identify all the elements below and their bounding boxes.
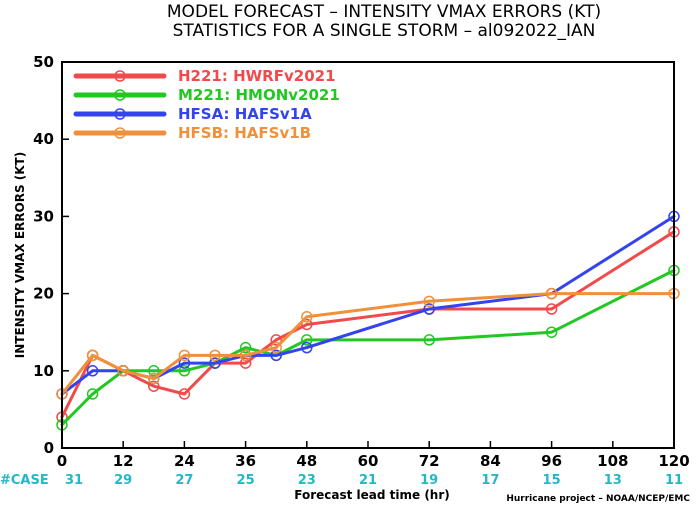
data-point-hfsa bbox=[209, 357, 221, 369]
data-point-m221 bbox=[148, 365, 160, 377]
case-label: #CASE bbox=[0, 473, 49, 488]
data-point-hfsb bbox=[239, 349, 252, 362]
data-point-hfsb bbox=[545, 287, 558, 300]
data-point-hfsb bbox=[423, 295, 435, 308]
legend-label-hfsb: HFSB: HAFSv1B bbox=[178, 124, 311, 142]
plot-frame bbox=[61, 61, 675, 449]
x-tick-label: 72 bbox=[419, 452, 440, 470]
legend-label-hfsa: HFSA: HAFSv1A bbox=[178, 105, 312, 123]
series-line-h221 bbox=[60, 230, 676, 419]
series-m221 bbox=[56, 264, 680, 431]
case-count: 19 bbox=[420, 473, 438, 488]
data-point-hfsa bbox=[270, 349, 282, 362]
legend-marker-h221 bbox=[114, 70, 126, 82]
x-tick-label: 48 bbox=[296, 452, 317, 470]
data-point-hfsb bbox=[270, 341, 282, 354]
data-point-h221 bbox=[178, 388, 191, 400]
data-point-hfsa bbox=[301, 341, 313, 354]
data-point-m221 bbox=[178, 365, 191, 377]
chart-title-line2: STATISTICS FOR A SINGLE STORM – al092022… bbox=[173, 21, 596, 41]
case-count: 23 bbox=[298, 473, 316, 488]
y-tick-label: 0 bbox=[44, 439, 54, 457]
case-count: 17 bbox=[481, 473, 499, 488]
data-point-hfsa bbox=[423, 303, 435, 315]
data-point-hfsa bbox=[86, 365, 99, 377]
legend-marker-m221 bbox=[114, 89, 126, 101]
data-point-m221 bbox=[86, 388, 99, 400]
data-point-m221 bbox=[301, 334, 313, 346]
case-count: 29 bbox=[114, 473, 132, 488]
x-tick-label: 36 bbox=[235, 452, 256, 470]
case-counts: 31 29 27 25 23 21 19 17 15 13 11 bbox=[65, 473, 683, 488]
legend-marker-hfsa bbox=[114, 108, 126, 120]
y-tick-label: 20 bbox=[33, 285, 54, 303]
data-point-hfsb bbox=[209, 349, 221, 362]
data-point-hfsa bbox=[178, 357, 191, 369]
x-tick-label: 0 bbox=[57, 452, 67, 470]
x-tick-label: 60 bbox=[358, 452, 379, 470]
case-count: 21 bbox=[359, 473, 377, 488]
data-point-h221 bbox=[301, 318, 313, 331]
series-hfsb bbox=[56, 287, 680, 400]
x-tick-label: 120 bbox=[658, 452, 689, 470]
x-axis-label: Forecast lead time (hr) bbox=[294, 488, 450, 502]
legend-label-m221: M221: HMONv2021 bbox=[178, 86, 340, 104]
data-point-m221 bbox=[545, 326, 558, 338]
y-axis-ticks: 0 10 20 30 40 50 bbox=[33, 53, 69, 457]
series-line-hfsb bbox=[60, 292, 676, 396]
data-point-h221 bbox=[270, 334, 282, 346]
y-axis-label: INTENSITY VMAX ERRORS (KT) bbox=[13, 152, 27, 358]
data-point-hfsb bbox=[301, 311, 313, 323]
series-h221 bbox=[56, 226, 680, 423]
y-tick-label: 10 bbox=[33, 362, 54, 380]
case-count: 11 bbox=[665, 473, 683, 488]
y-tick-label: 50 bbox=[33, 53, 54, 71]
case-count: 27 bbox=[175, 473, 193, 488]
x-tick-label: 24 bbox=[174, 452, 195, 470]
case-count: 15 bbox=[543, 473, 561, 488]
data-point-hfsb bbox=[117, 365, 129, 377]
legend-marker-hfsb bbox=[114, 127, 126, 139]
series-layer bbox=[56, 210, 680, 431]
x-tick-label: 96 bbox=[541, 452, 562, 470]
x-tick-label: 108 bbox=[597, 452, 628, 470]
case-count: 31 bbox=[65, 473, 83, 488]
data-point-hfsb bbox=[178, 349, 191, 362]
data-point-hfsb bbox=[86, 349, 99, 362]
series-line-hfsa bbox=[60, 214, 676, 396]
x-tick-label: 12 bbox=[113, 452, 134, 470]
data-point-h221 bbox=[148, 380, 160, 392]
legend-label-h221: H221: HWRFv2021 bbox=[178, 67, 336, 85]
credit-text: Hurricane project – NOAA/NCEP/EMC bbox=[506, 494, 690, 504]
y-tick-label: 40 bbox=[33, 130, 54, 148]
case-count: 13 bbox=[604, 473, 622, 488]
y-tick-label: 30 bbox=[33, 207, 54, 225]
x-tick-label: 84 bbox=[480, 452, 501, 470]
case-count: 25 bbox=[237, 473, 255, 488]
data-point-h221 bbox=[239, 357, 252, 369]
chart-title-line1: MODEL FORECAST – INTENSITY VMAX ERRORS (… bbox=[167, 2, 601, 22]
x-axis-ticks: 0 12 24 36 48 60 72 84 96 108 120 bbox=[57, 441, 690, 470]
data-point-h221 bbox=[545, 303, 558, 315]
data-point-m221 bbox=[423, 334, 435, 346]
data-point-m221 bbox=[239, 341, 252, 354]
data-point-hfsb bbox=[148, 372, 160, 385]
